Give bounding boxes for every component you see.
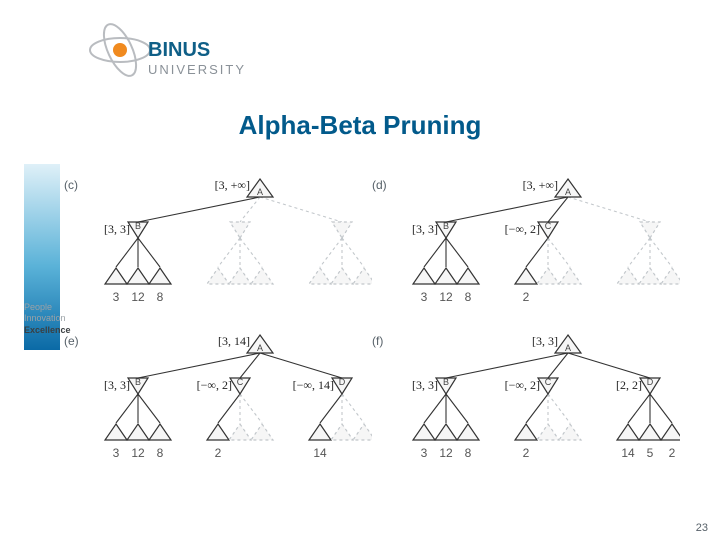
child-node-label: B xyxy=(131,221,145,231)
leaf-value: 12 xyxy=(127,446,149,460)
child-bound: [−∞, 2] xyxy=(474,378,540,393)
panel-label: (c) xyxy=(64,178,78,192)
leaf-value: 12 xyxy=(435,290,457,304)
leaf-value: 2 xyxy=(515,446,537,460)
leaf-value: 14 xyxy=(309,446,331,460)
slide-page: BINUS UNIVERSITY Alpha-Beta Pruning Peop… xyxy=(0,0,720,540)
leaf-value: 3 xyxy=(413,290,435,304)
child-bound: [−∞, 2] xyxy=(166,378,232,393)
slide-title: Alpha-Beta Pruning xyxy=(0,110,720,141)
child-node-label: D xyxy=(335,377,349,387)
leaf-value: 8 xyxy=(457,290,479,304)
root-bound: [3, +∞] xyxy=(488,178,558,193)
root-node-label: A xyxy=(561,343,575,353)
leaf-value: 3 xyxy=(105,446,127,460)
child-bound: [−∞, 2] xyxy=(474,222,540,237)
panel-label: (d) xyxy=(372,178,387,192)
child-node-label: C xyxy=(541,221,555,231)
root-bound: [3, 14] xyxy=(180,334,250,349)
root-bound: [3, 3] xyxy=(488,334,558,349)
svg-text:UNIVERSITY: UNIVERSITY xyxy=(148,62,246,77)
child-node-label: C xyxy=(233,377,247,387)
child-node-label: B xyxy=(439,221,453,231)
svg-text:BINUS: BINUS xyxy=(148,39,210,61)
panel-c: (c)[3, +∞]A[3, 3]B3128 xyxy=(92,176,372,318)
child-node-label: B xyxy=(131,377,145,387)
child-bound: [2, 2] xyxy=(576,378,642,393)
panel-label: (e) xyxy=(64,334,79,348)
tagline: People Innovation Excellence xyxy=(24,302,71,336)
leaf-value: 2 xyxy=(515,290,537,304)
leaf-value: 12 xyxy=(127,290,149,304)
page-number: 23 xyxy=(696,522,708,534)
panel-d: (d)[3, +∞]A[3, 3]B3128[−∞, 2]C2 xyxy=(400,176,680,318)
leaf-value: 3 xyxy=(413,446,435,460)
root-bound: [3, +∞] xyxy=(180,178,250,193)
leaf-value: 3 xyxy=(105,290,127,304)
leaf-value: 8 xyxy=(457,446,479,460)
tagline-line: Innovation xyxy=(24,313,71,324)
leaf-value: 5 xyxy=(639,446,661,460)
root-node-label: A xyxy=(561,187,575,197)
tagline-line: People xyxy=(24,302,71,313)
child-bound: [3, 3] xyxy=(64,222,130,237)
child-node-label: D xyxy=(643,377,657,387)
child-bound: [−∞, 14] xyxy=(268,378,334,393)
leaf-value: 14 xyxy=(617,446,639,460)
leaf-value: 8 xyxy=(149,446,171,460)
panel-e: (e)[3, 14]A[3, 3]B3128[−∞, 2]C2[−∞, 14]D… xyxy=(92,332,372,474)
leaf-value: 8 xyxy=(149,290,171,304)
panel-f: (f)[3, 3]A[3, 3]B3128[−∞, 2]C2[2, 2]D145… xyxy=(400,332,680,474)
root-node-label: A xyxy=(253,343,267,353)
leaf-value: 2 xyxy=(661,446,683,460)
leaf-value: 2 xyxy=(207,446,229,460)
binus-logo: BINUS UNIVERSITY xyxy=(84,16,254,96)
leaf-value: 12 xyxy=(435,446,457,460)
root-node-label: A xyxy=(253,187,267,197)
panel-label: (f) xyxy=(372,334,383,348)
child-node-label: B xyxy=(439,377,453,387)
child-bound: [3, 3] xyxy=(372,222,438,237)
child-node-label: C xyxy=(541,377,555,387)
child-bound: [3, 3] xyxy=(372,378,438,393)
child-bound: [3, 3] xyxy=(64,378,130,393)
